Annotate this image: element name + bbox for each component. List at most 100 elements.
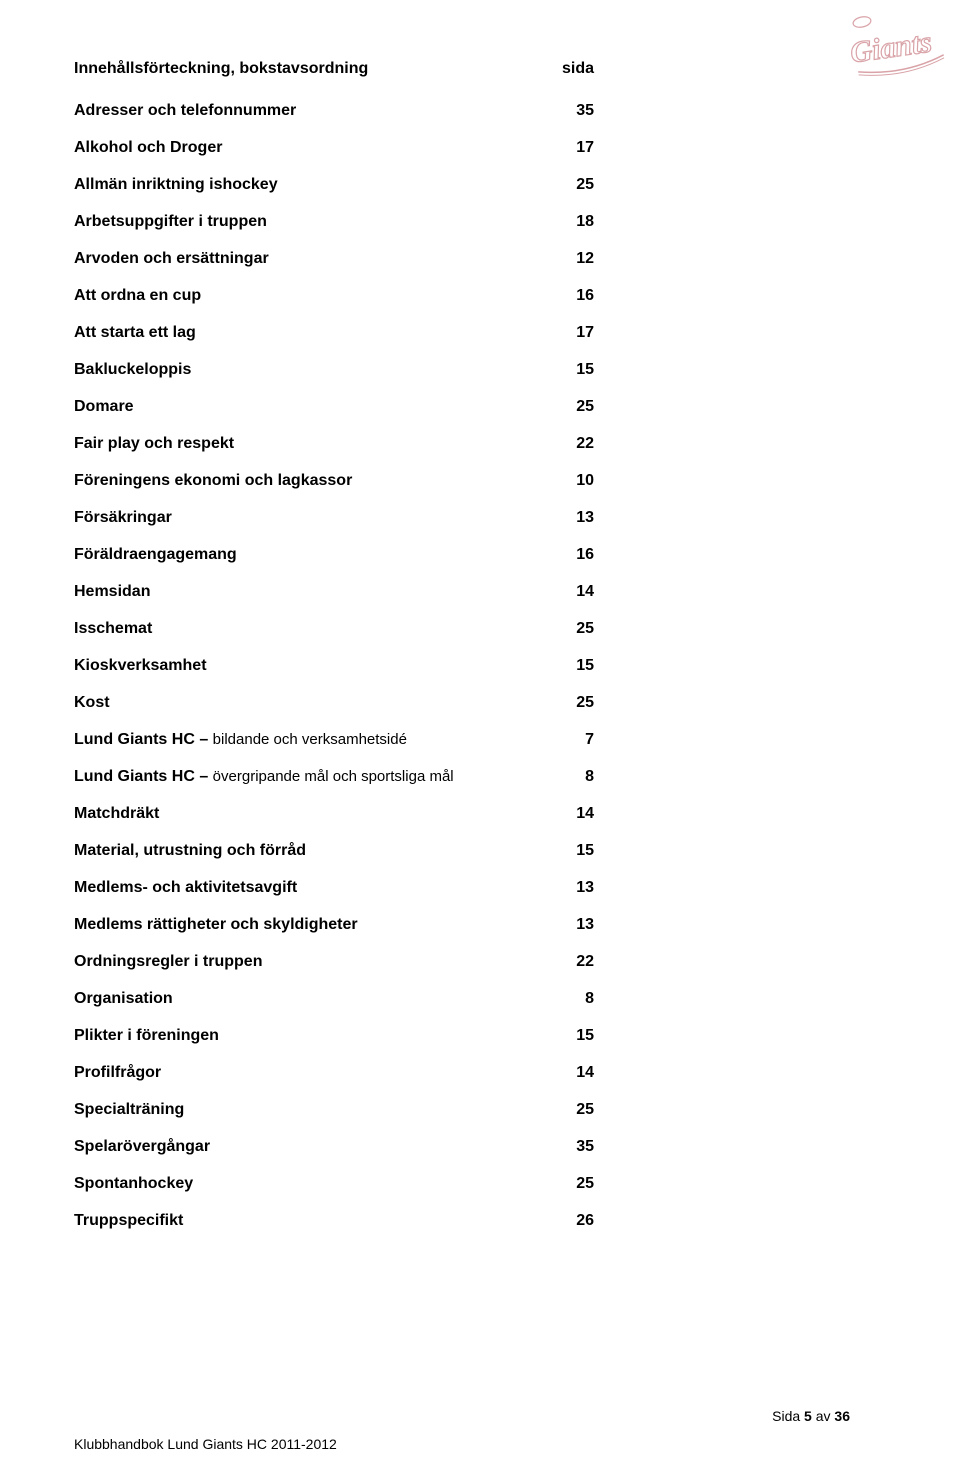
toc-item-page: 17 (576, 324, 594, 342)
toc-item-page: 25 (576, 398, 594, 416)
toc-title: Innehållsförteckning, bokstavsordning (74, 60, 368, 78)
svg-text:Giants: Giants (848, 26, 934, 70)
toc-row: Alkohol och Droger 17 (74, 139, 594, 157)
toc-item-label: Medlems rättigheter och skyldigheter (74, 916, 358, 934)
toc-item-label-light: bildande och verksamhetsidé (213, 731, 407, 748)
toc-row: Adresser och telefonnummer 35 (74, 102, 594, 120)
page-number-current: 5 (804, 1408, 812, 1424)
toc-row: Material, utrustning och förråd 15 (74, 842, 594, 860)
document-page: Giants Innehållsförteckning, bokstavsord… (0, 0, 960, 1482)
toc-row: Fair play och respekt 22 (74, 435, 594, 453)
toc-item-page: 15 (576, 842, 594, 860)
toc-item-label: Att starta ett lag (74, 324, 196, 342)
toc-item-label: Försäkringar (74, 509, 172, 527)
toc-row: Föreningens ekonomi och lagkassor10 (74, 472, 594, 490)
toc-item-label: Domare (74, 398, 134, 416)
toc-item-page: 22 (576, 435, 594, 453)
toc-row: Försäkringar 13 (74, 509, 594, 527)
toc-row: Att starta ett lag 17 (74, 324, 594, 342)
toc-list: Adresser och telefonnummer 35 Alkohol och … (74, 102, 886, 1230)
toc-row: Allmän inriktning ishockey 25 (74, 176, 594, 194)
toc-item-page: 14 (576, 583, 594, 601)
toc-item-label: Arvoden och ersättningar (74, 250, 269, 268)
toc-item-page: 25 (576, 1101, 594, 1119)
toc-item-label: Arbetsuppgifter i truppen (74, 213, 267, 231)
toc-item-label: Hemsidan (74, 583, 150, 601)
toc-row: Matchdräkt14 (74, 805, 594, 823)
toc-item-page: 25 (576, 176, 594, 194)
page-number: Sida 5 av 36 (772, 1408, 850, 1424)
toc-item-page: 18 (576, 213, 594, 231)
toc-item-page: 17 (576, 139, 594, 157)
toc-item-label: Organisation (74, 990, 173, 1008)
toc-item-label: Föräldraengagemang (74, 546, 237, 564)
toc-row: Ordningsregler i truppen 22 (74, 953, 594, 971)
toc-item-page: 14 (576, 1064, 594, 1082)
toc-item-page: 16 (576, 287, 594, 305)
toc-row: Domare 25 (74, 398, 594, 416)
toc-item-label-light: övergripande mål och sportsliga mål (213, 768, 454, 785)
toc-row: Hemsidan 14 (74, 583, 594, 601)
toc-item-label-prefix: Lund Giants HC – (74, 731, 213, 748)
toc-item-label: Ordningsregler i truppen (74, 953, 262, 971)
toc-item-label: Kioskverksamhet (74, 657, 207, 675)
toc-item-label: Kost (74, 694, 110, 712)
toc-item-label: Spelarövergångar (74, 1138, 210, 1156)
toc-item-label: Material, utrustning och förråd (74, 842, 306, 860)
toc-item-page: 35 (576, 1138, 594, 1156)
toc-row: Profilfrågor 14 (74, 1064, 594, 1082)
toc-item-label: Medlems- och aktivitetsavgift (74, 879, 297, 897)
toc-row: Medlems rättigheter och skyldigheter 13 (74, 916, 594, 934)
toc-item-label: Plikter i föreningen (74, 1027, 219, 1045)
toc-row: Arvoden och ersättningar 12 (74, 250, 594, 268)
toc-item-page: 15 (576, 657, 594, 675)
toc-item-label: Spontanhockey (74, 1175, 193, 1193)
toc-item-page: 8 (585, 768, 594, 786)
giants-logo: Giants (842, 8, 952, 98)
toc-row: Isschemat25 (74, 620, 594, 638)
toc-item-label: Bakluckeloppis (74, 361, 191, 379)
toc-row: Arbetsuppgifter i truppen 18 (74, 213, 594, 231)
toc-item-label: Specialträning (74, 1101, 184, 1119)
toc-item-page: 25 (576, 1175, 594, 1193)
toc-row: Truppspecifikt 26 (74, 1212, 594, 1230)
toc-row: Organisation8 (74, 990, 594, 1008)
toc-item-label: Allmän inriktning ishockey (74, 176, 278, 194)
toc-item-label: Truppspecifikt (74, 1212, 183, 1230)
toc-item-page: 13 (576, 916, 594, 934)
toc-item-page: 15 (576, 1027, 594, 1045)
toc-item-page: 22 (576, 953, 594, 971)
toc-row: Bakluckeloppis 15 (74, 361, 594, 379)
toc-row: Plikter i föreningen 15 (74, 1027, 594, 1045)
toc-row: Föräldraengagemang 16 (74, 546, 594, 564)
toc-item-page: 26 (576, 1212, 594, 1230)
toc-item-page: 35 (576, 102, 594, 120)
toc-item-label: Profilfrågor (74, 1064, 161, 1082)
toc-heading-row: Innehållsförteckning, bokstavsordning si… (74, 60, 594, 78)
page-number-total: 36 (834, 1408, 850, 1424)
toc-item-page: 25 (576, 620, 594, 638)
toc-row: Kost25 (74, 694, 594, 712)
toc-item-page: 15 (576, 361, 594, 379)
toc-item-page: 12 (576, 250, 594, 268)
toc-item-page: 10 (576, 472, 594, 490)
toc-item-label: Adresser och telefonnummer (74, 102, 296, 120)
toc-item-page: 14 (576, 805, 594, 823)
toc-item-page: 7 (585, 731, 594, 749)
toc-row: Lund Giants HC – bildande och verksamhet… (74, 731, 594, 749)
toc-item-page: 13 (576, 879, 594, 897)
toc-item-label: Lund Giants HC – bildande och verksamhet… (74, 731, 407, 749)
toc-row: Lund Giants HC – övergripande mål och sp… (74, 768, 594, 786)
toc-row: Kioskverksamhet 15 (74, 657, 594, 675)
toc-item-label: Fair play och respekt (74, 435, 234, 453)
toc-row: Spelarövergångar 35 (74, 1138, 594, 1156)
toc-item-page: 13 (576, 509, 594, 527)
toc-item-label: Alkohol och Droger (74, 139, 222, 157)
toc-item-page: 16 (576, 546, 594, 564)
toc-item-label: Att ordna en cup (74, 287, 201, 305)
toc-item-label: Lund Giants HC – övergripande mål och sp… (74, 768, 454, 786)
toc-row: Att ordna en cup 16 (74, 287, 594, 305)
toc-row: Spontanhockey 25 (74, 1175, 594, 1193)
page-number-prefix: Sida (772, 1408, 804, 1424)
page-number-suffix: av (812, 1408, 835, 1424)
